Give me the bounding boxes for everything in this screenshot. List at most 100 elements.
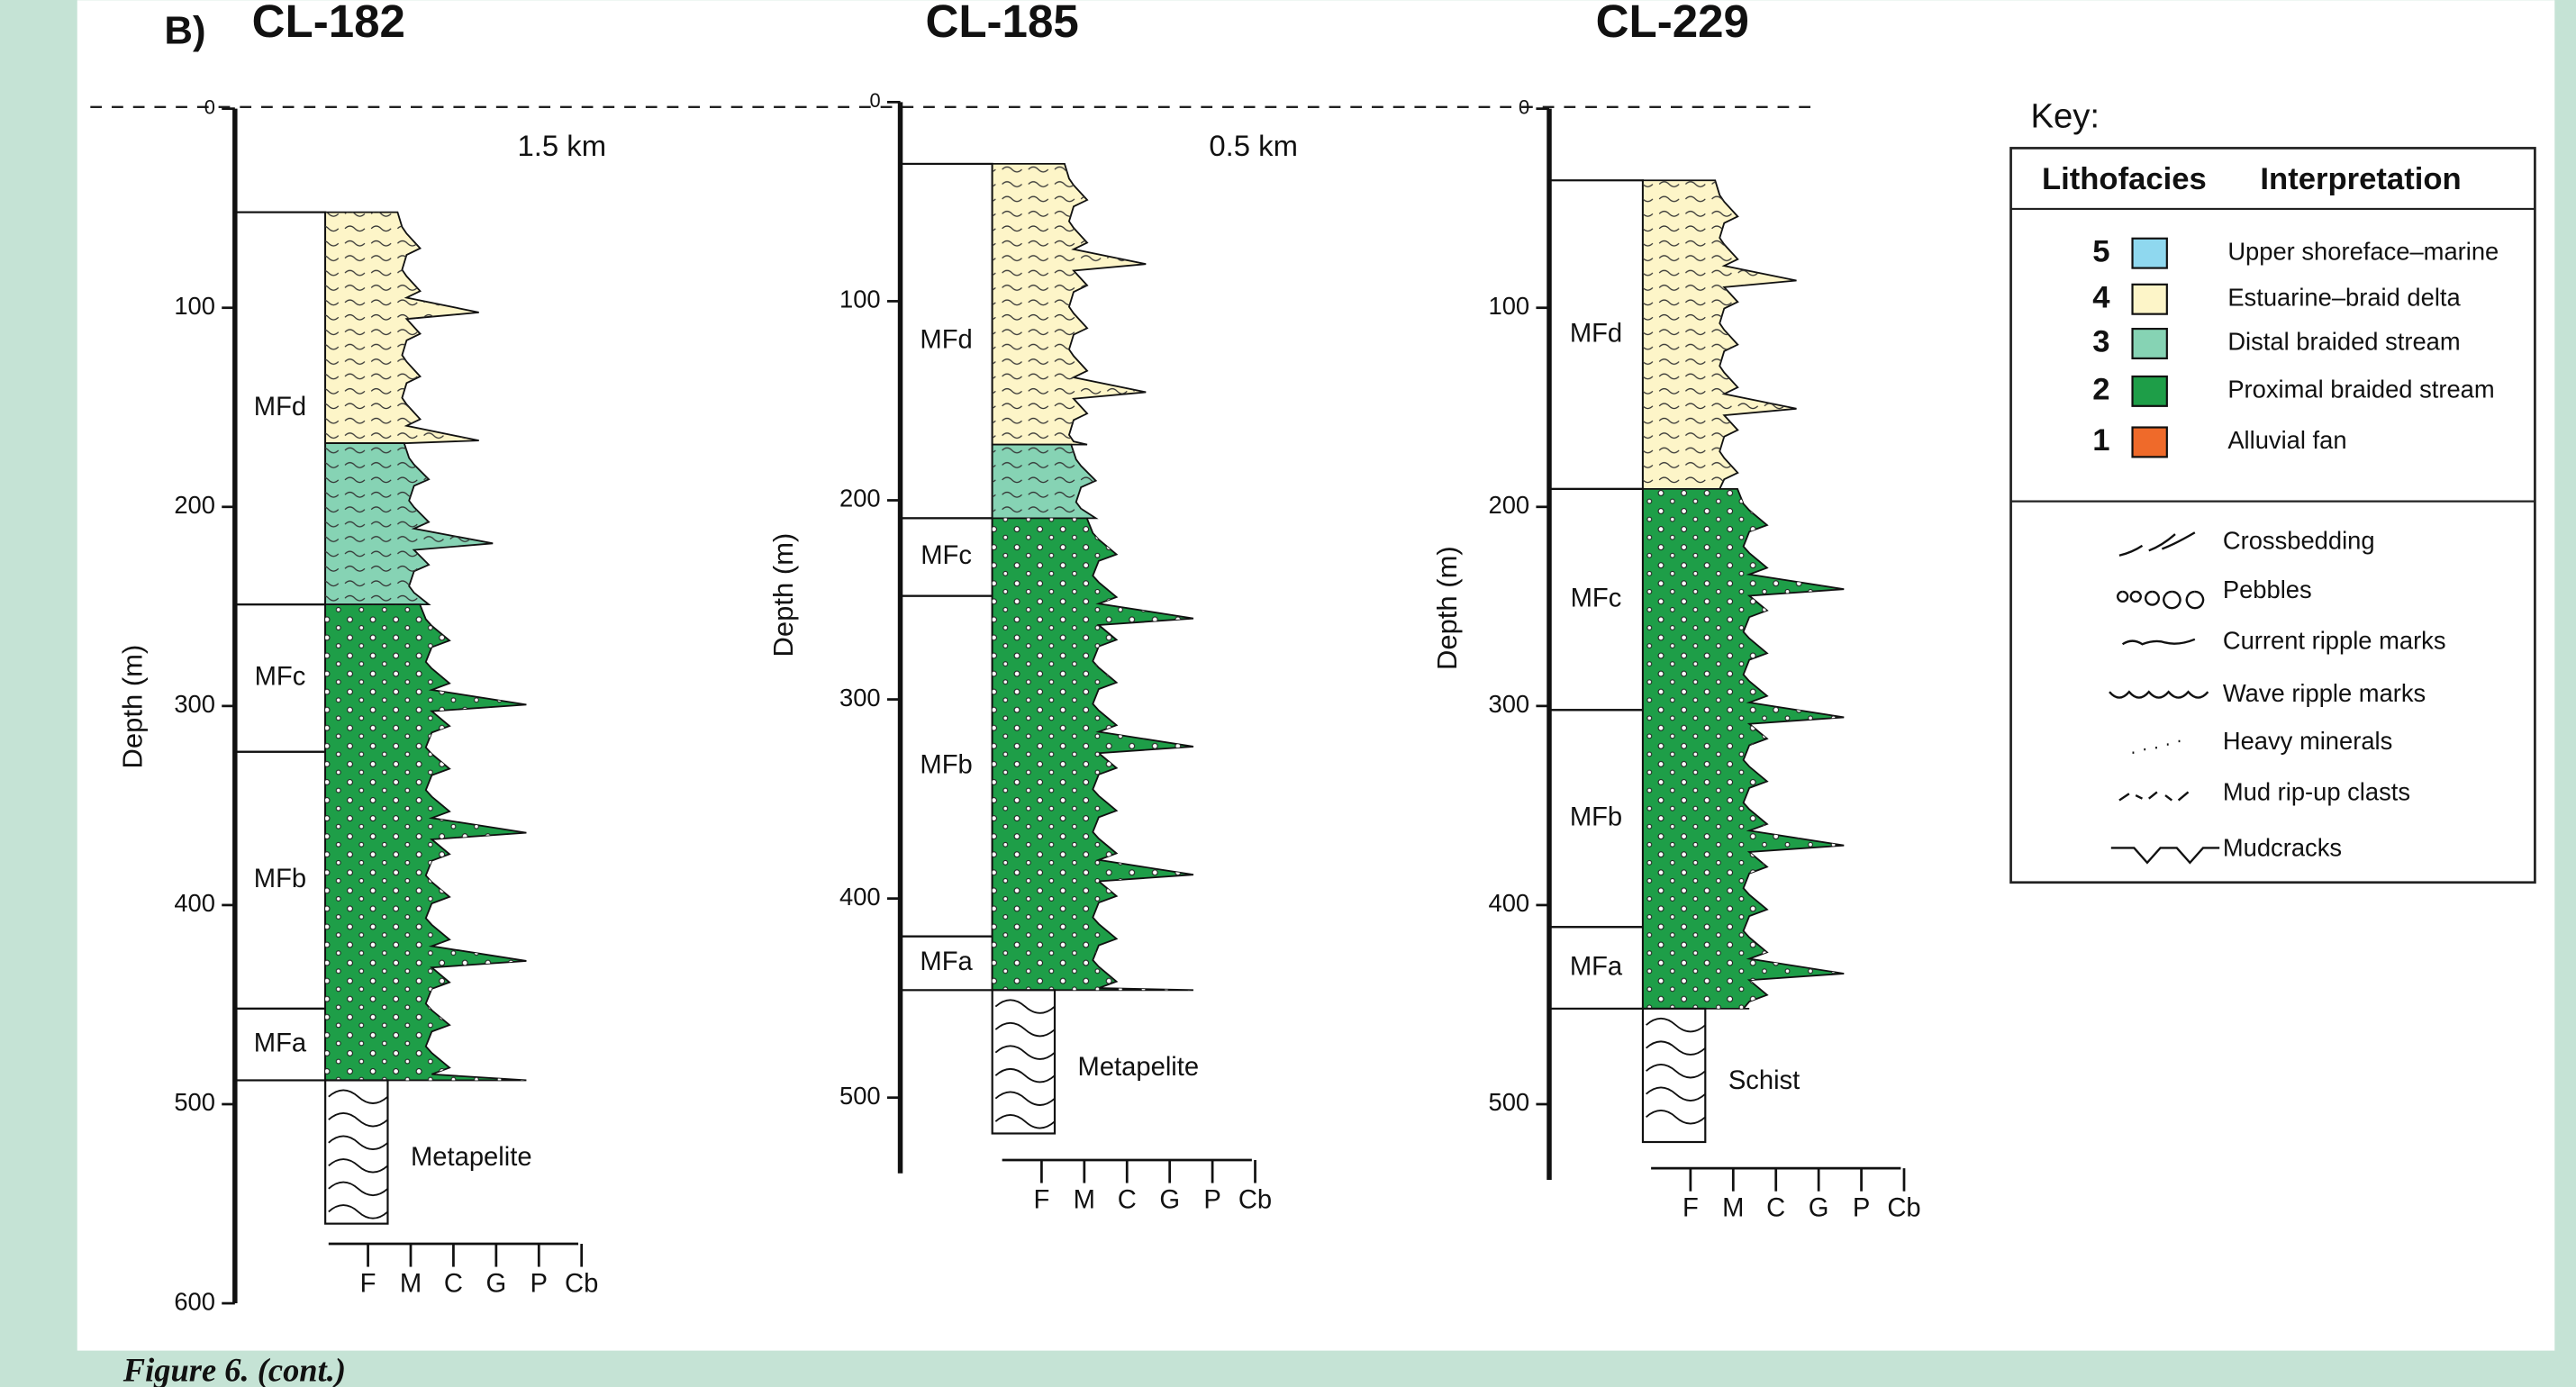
facies-swatch: [2131, 283, 2168, 315]
tick-label: 0: [1519, 95, 1529, 118]
basement-texture: [328, 1204, 389, 1219]
column-title: CL-182: [252, 0, 405, 47]
facies-number: 4: [2092, 280, 2110, 314]
basement-texture: [994, 1067, 1056, 1083]
unit-label: MFc: [1571, 584, 1622, 612]
facies-swatch: [2131, 237, 2168, 269]
axis-label: Depth (m): [767, 533, 799, 657]
tick-label: 300: [174, 690, 215, 718]
symbol-glyph: [2117, 590, 2205, 610]
tick-label: 300: [839, 684, 881, 712]
basement-label: Metapelite: [411, 1143, 532, 1172]
lithology-texture: [325, 443, 494, 605]
unit-label: MFd: [254, 393, 306, 422]
facies-label: Upper shoreface–marine: [2227, 237, 2499, 265]
basement-texture: [1646, 1086, 1706, 1101]
caption: Figure 6. (cont.): [122, 1353, 346, 1387]
symbol-label: Heavy minerals: [2223, 727, 2392, 755]
tick-label: 500: [839, 1082, 881, 1110]
grain-label: Cb: [565, 1269, 598, 1298]
lithology-texture: [992, 444, 1096, 519]
symbol-label: Mudcracks: [2223, 833, 2342, 861]
symbol-glyph: [2110, 847, 2220, 865]
unit-label: MFa: [1570, 952, 1623, 981]
tick-label: 200: [1489, 491, 1530, 519]
facies-number: 5: [2092, 234, 2109, 268]
symbol-label: Current ripple marks: [2223, 627, 2446, 655]
lithology-texture: [992, 518, 1193, 991]
basement-label: Schist: [1728, 1066, 1800, 1095]
facies-number: 1: [2092, 423, 2109, 458]
column-title: CL-229: [1596, 0, 1749, 47]
tick-label: 500: [174, 1088, 215, 1116]
symbol-label: Mud rip-up clasts: [2223, 777, 2410, 805]
unit-label: MFa: [920, 947, 973, 976]
grain-label: Cb: [1887, 1193, 1920, 1222]
facies-label: Distal braided stream: [2227, 328, 2460, 356]
lithology-texture: [1642, 180, 1797, 489]
grain-label: M: [1722, 1193, 1744, 1222]
grain-label: G: [1809, 1193, 1829, 1222]
symbol-label: Wave ripple marks: [2223, 679, 2426, 707]
grain-label: C: [1766, 1193, 1785, 1222]
basement: [324, 1079, 389, 1225]
grain-label: M: [400, 1269, 422, 1298]
facies-swatch: [2131, 375, 2168, 407]
facies-label: Alluvial fan: [2227, 426, 2346, 454]
basement-texture: [1646, 1017, 1706, 1033]
symbol-label: Pebbles: [2223, 576, 2312, 603]
basement-texture: [1646, 1063, 1706, 1079]
symbol-glyph: [2118, 791, 2190, 802]
basement-label: Metapelite: [1078, 1053, 1200, 1082]
lithology-texture: [325, 212, 479, 444]
basement: [991, 989, 1057, 1135]
basement-texture: [994, 1091, 1056, 1106]
facies-label: Estuarine–braid delta: [2227, 283, 2461, 311]
symbol-glyph: [2121, 638, 2196, 646]
key-header: Interpretation: [2260, 162, 2461, 196]
unit-label: MFb: [1570, 802, 1622, 831]
tick-label: 0: [204, 95, 215, 118]
basement-texture: [1646, 1110, 1706, 1125]
panel: [77, 0, 2555, 1351]
lithology-texture: [992, 163, 1147, 445]
basement-texture: [328, 1158, 389, 1174]
key-header: Lithofacies: [2042, 162, 2207, 196]
tick-label: 200: [174, 491, 215, 519]
grain-label: C: [444, 1269, 463, 1298]
basement-texture: [994, 999, 1056, 1014]
grain-label: G: [1159, 1185, 1180, 1214]
unit-label: MFb: [920, 750, 972, 779]
unit-label: MFd: [1570, 319, 1622, 348]
facies-number: 3: [2092, 325, 2109, 359]
tick-label: 400: [839, 883, 881, 911]
symbol-glyph: [2109, 690, 2209, 699]
symbol-glyph: [2118, 531, 2196, 557]
grain-label: P: [1853, 1193, 1870, 1222]
facies-swatch: [2131, 426, 2168, 458]
tick-label: 400: [1489, 889, 1530, 917]
column-title: CL-185: [925, 0, 1078, 47]
tick-label: 600: [174, 1287, 215, 1315]
unit-label: MFb: [254, 865, 306, 893]
facies-number: 2: [2092, 373, 2109, 407]
unit-label: MFc: [255, 663, 306, 692]
grain-label: F: [1033, 1185, 1049, 1214]
tick-label: 500: [1489, 1088, 1530, 1116]
tick-label: 100: [839, 286, 881, 313]
basement-texture: [328, 1135, 389, 1150]
grain-label: C: [1118, 1185, 1137, 1214]
key-box: [2009, 147, 2536, 884]
unit-label: MFc: [921, 541, 972, 570]
grain-label: P: [531, 1269, 548, 1298]
basement-texture: [994, 1021, 1056, 1038]
tick-label: 400: [174, 889, 215, 917]
lithology-texture: [1642, 488, 1845, 1009]
facies-swatch: [2131, 327, 2168, 360]
facies-label: Proximal braided stream: [2227, 376, 2494, 403]
grain-label: M: [1074, 1185, 1095, 1214]
basement-texture: [994, 1045, 1056, 1060]
unit-label: MFa: [254, 1029, 307, 1057]
grain-label: F: [360, 1269, 376, 1298]
